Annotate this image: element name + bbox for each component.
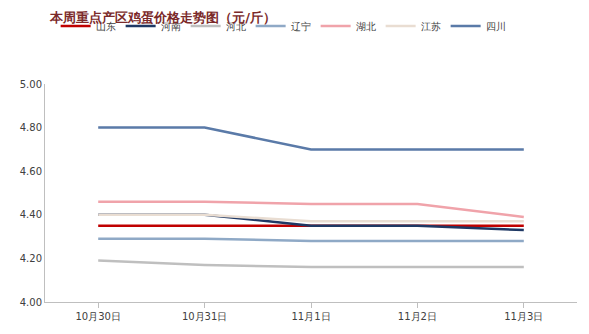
svg-text:河北: 河北 <box>226 21 246 32</box>
svg-text:11月3日: 11月3日 <box>504 311 543 322</box>
svg-text:山东: 山东 <box>96 21 116 32</box>
svg-text:辽宁: 辽宁 <box>291 21 311 32</box>
svg-text:10月31日: 10月31日 <box>182 311 227 322</box>
svg-text:四川: 四川 <box>486 21 506 32</box>
svg-text:4.60: 4.60 <box>20 166 42 177</box>
svg-text:湖北: 湖北 <box>356 21 376 32</box>
svg-text:河南: 河南 <box>161 21 181 32</box>
svg-text:5.00: 5.00 <box>20 79 42 90</box>
svg-text:11月1日: 11月1日 <box>291 311 330 322</box>
svg-text:江苏: 江苏 <box>421 21 441 32</box>
svg-text:4.00: 4.00 <box>20 297 42 308</box>
svg-text:4.40: 4.40 <box>20 209 42 220</box>
svg-text:本周重点产区鸡蛋价格走势图（元/斤）: 本周重点产区鸡蛋价格走势图（元/斤） <box>49 10 276 25</box>
svg-text:4.20: 4.20 <box>20 253 42 264</box>
svg-text:10月30日: 10月30日 <box>75 311 120 322</box>
svg-text:4.80: 4.80 <box>20 122 42 133</box>
svg-text:11月2日: 11月2日 <box>398 311 437 322</box>
